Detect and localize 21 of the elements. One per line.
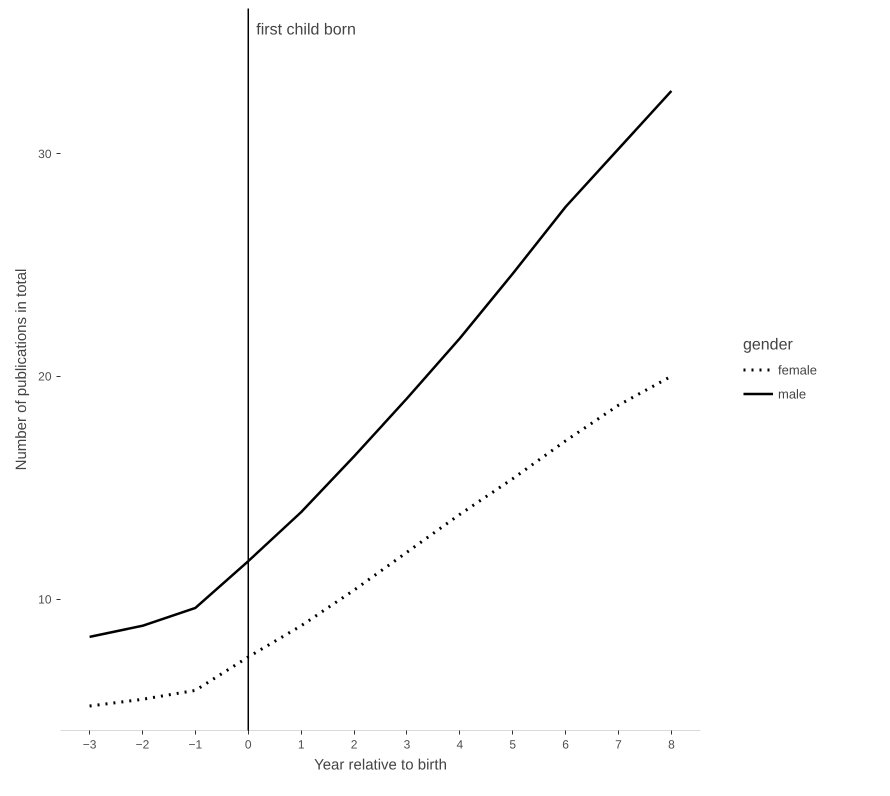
x-tick-label: −3 [82,738,97,752]
legend-label: male [778,386,806,401]
y-tick-label: 20 [38,370,52,384]
x-tick-label: 5 [509,738,516,752]
y-axis-title: Number of publications in total [13,268,30,470]
x-tick-label: −1 [188,738,203,752]
x-tick-label: 8 [668,738,676,752]
x-tick-label: 7 [615,738,622,752]
x-axis-title: Year relative to birth [314,756,447,774]
x-tick-label: 6 [562,738,570,752]
legend-label: female [778,362,818,377]
legend-title: gender [742,336,794,354]
ref-line-label: first child born [256,22,356,38]
x-tick-label: 3 [404,738,411,752]
x-tick-label: 4 [456,738,464,752]
y-tick-label: 10 [38,592,52,607]
x-tick-label: 2 [350,738,358,752]
x-tick-label: 0 [244,738,252,752]
y-tick-label: 30 [38,146,52,161]
x-tick-label: 1 [298,738,305,752]
x-tick-label: −2 [136,738,150,752]
